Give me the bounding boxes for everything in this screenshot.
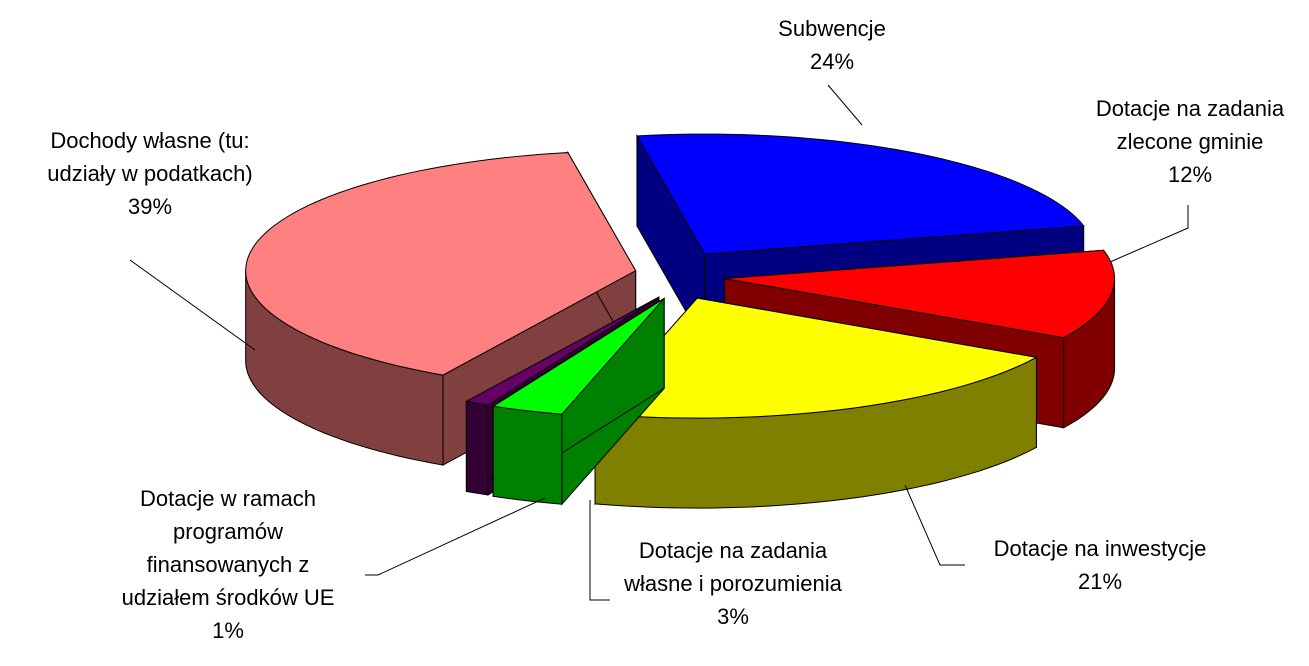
leader-line [365,497,546,576]
category-label: Dotacje na zadania własne i porozumienia [624,538,842,596]
slice [245,152,637,376]
label: Dotacje w ramach programów finansowanych… [112,482,344,647]
category-label: Dotacje na inwestycje [993,536,1207,561]
leader-line [589,500,610,601]
leader-line [904,484,965,566]
value-label: 12% [1167,162,1213,187]
value-label: 3% [717,604,749,629]
label: Dotacje na zadania własne i porozumienia… [613,534,853,633]
value-label: 1% [212,618,244,643]
category-label: Subwencje [778,16,886,41]
label: Subwencje 24% [732,12,932,78]
slice-wall [465,400,489,496]
slice [491,297,665,415]
slice [636,133,1085,255]
leader-line [1109,205,1189,263]
leader-line [129,259,256,351]
slice [594,297,1038,419]
category-label: Dotacje w ramach programów finansowanych… [121,486,335,610]
value-label: 39% [127,194,173,219]
label: Dochody własne (tu: udziały w podatkach)… [25,124,275,223]
label: Dotacje na zadania zlecone gminie 12% [1065,92,1309,191]
value-label: 24% [809,49,855,74]
slice [464,296,660,406]
category-label: Dochody własne (tu: udziały w podatkach) [47,128,253,186]
slice-wall [492,405,563,505]
label: Dotacje na inwestycje 21% [940,532,1260,598]
slice [724,249,1116,339]
value-label: 21% [1077,569,1123,594]
leader-line [827,84,863,126]
category-label: Dotacje na zadania zlecone gminie [1095,96,1285,154]
slices [245,133,1116,509]
